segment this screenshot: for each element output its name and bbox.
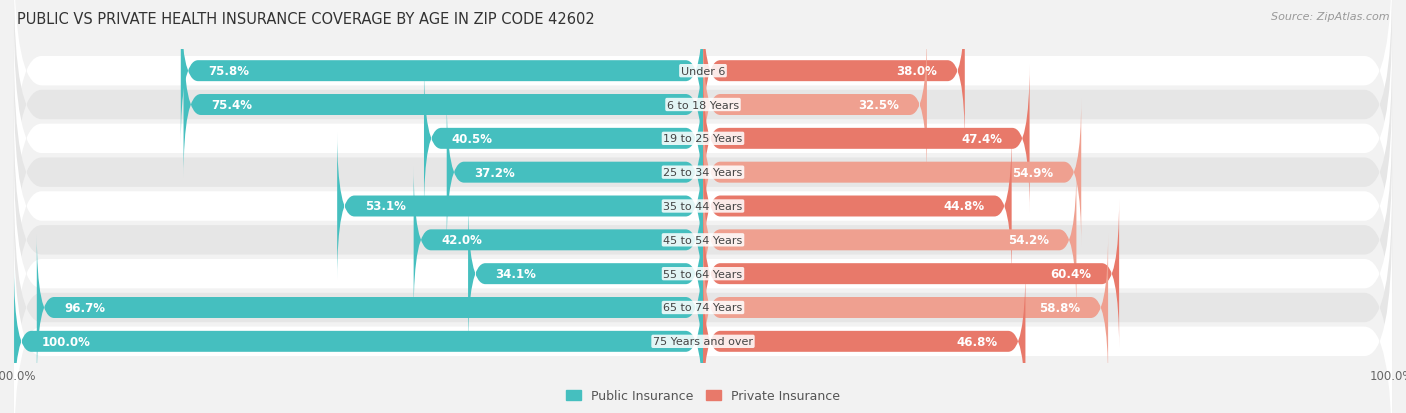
Text: 96.7%: 96.7% (65, 301, 105, 314)
Text: 75 Years and over: 75 Years and over (652, 337, 754, 347)
FancyBboxPatch shape (703, 0, 965, 145)
Text: 75.4%: 75.4% (211, 99, 252, 112)
Text: Under 6: Under 6 (681, 66, 725, 76)
Text: 75.8%: 75.8% (208, 65, 249, 78)
FancyBboxPatch shape (703, 133, 1012, 280)
FancyBboxPatch shape (14, 154, 1392, 394)
Text: 60.4%: 60.4% (1050, 268, 1091, 280)
Text: 32.5%: 32.5% (859, 99, 900, 112)
FancyBboxPatch shape (703, 234, 1108, 382)
FancyBboxPatch shape (14, 188, 1392, 413)
Text: 6 to 18 Years: 6 to 18 Years (666, 100, 740, 110)
FancyBboxPatch shape (413, 166, 703, 314)
Text: 46.8%: 46.8% (956, 335, 998, 348)
FancyBboxPatch shape (184, 31, 703, 179)
FancyBboxPatch shape (14, 0, 1392, 225)
FancyBboxPatch shape (468, 200, 703, 348)
FancyBboxPatch shape (14, 221, 1392, 413)
FancyBboxPatch shape (14, 52, 1392, 293)
Text: 55 to 64 Years: 55 to 64 Years (664, 269, 742, 279)
Text: 42.0%: 42.0% (441, 234, 482, 247)
FancyBboxPatch shape (337, 133, 703, 280)
FancyBboxPatch shape (425, 65, 703, 213)
FancyBboxPatch shape (703, 200, 1119, 348)
Text: Source: ZipAtlas.com: Source: ZipAtlas.com (1271, 12, 1389, 22)
Text: 44.8%: 44.8% (943, 200, 984, 213)
Text: 25 to 34 Years: 25 to 34 Years (664, 168, 742, 178)
FancyBboxPatch shape (703, 31, 927, 179)
Text: 53.1%: 53.1% (364, 200, 405, 213)
Text: 40.5%: 40.5% (451, 133, 492, 145)
FancyBboxPatch shape (703, 268, 1025, 413)
Text: 38.0%: 38.0% (897, 65, 938, 78)
Text: 58.8%: 58.8% (1039, 301, 1081, 314)
Text: 54.9%: 54.9% (1012, 166, 1053, 179)
Text: PUBLIC VS PRIVATE HEALTH INSURANCE COVERAGE BY AGE IN ZIP CODE 42602: PUBLIC VS PRIVATE HEALTH INSURANCE COVER… (17, 12, 595, 27)
Text: 45 to 54 Years: 45 to 54 Years (664, 235, 742, 245)
Text: 34.1%: 34.1% (496, 268, 537, 280)
Text: 65 to 74 Years: 65 to 74 Years (664, 303, 742, 313)
FancyBboxPatch shape (181, 0, 703, 145)
FancyBboxPatch shape (14, 0, 1392, 192)
FancyBboxPatch shape (703, 166, 1077, 314)
FancyBboxPatch shape (14, 86, 1392, 327)
FancyBboxPatch shape (37, 234, 703, 382)
Legend: Public Insurance, Private Insurance: Public Insurance, Private Insurance (561, 385, 845, 408)
FancyBboxPatch shape (14, 120, 1392, 361)
FancyBboxPatch shape (703, 99, 1081, 247)
FancyBboxPatch shape (703, 65, 1029, 213)
Text: 54.2%: 54.2% (1008, 234, 1049, 247)
FancyBboxPatch shape (14, 268, 703, 413)
Text: 100.0%: 100.0% (42, 335, 90, 348)
FancyBboxPatch shape (14, 19, 1392, 259)
Text: 47.4%: 47.4% (960, 133, 1002, 145)
FancyBboxPatch shape (447, 99, 703, 247)
Text: 37.2%: 37.2% (474, 166, 515, 179)
Text: 35 to 44 Years: 35 to 44 Years (664, 202, 742, 211)
Text: 19 to 25 Years: 19 to 25 Years (664, 134, 742, 144)
